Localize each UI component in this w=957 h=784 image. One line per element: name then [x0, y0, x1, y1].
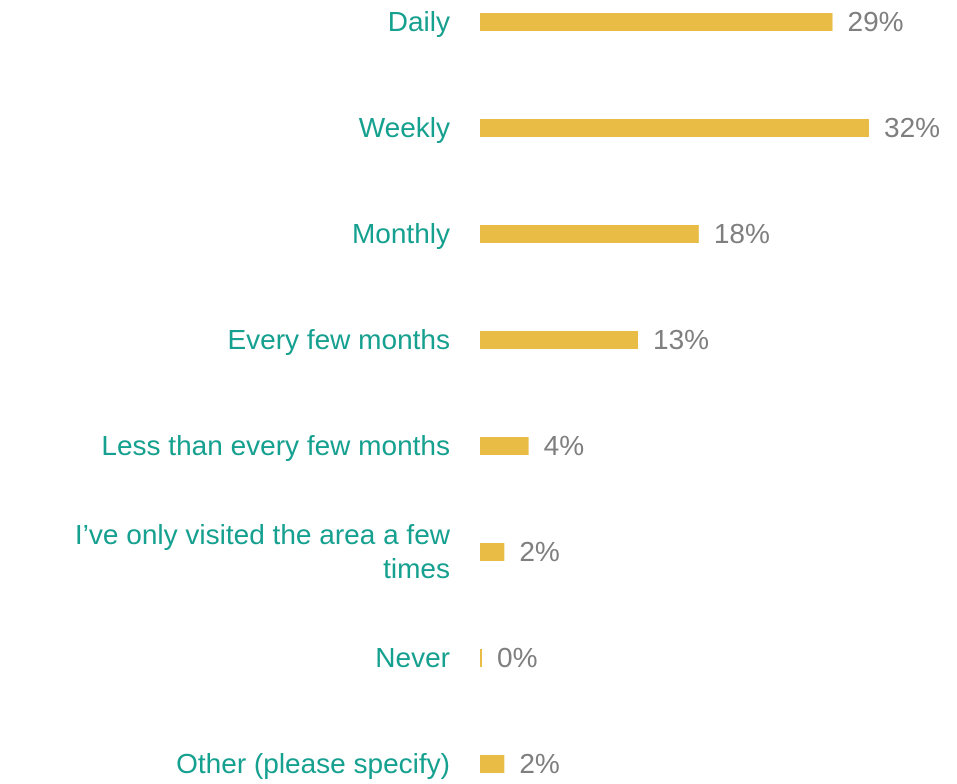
category-label: Every few months [227, 324, 450, 355]
category-label: Never [375, 642, 450, 673]
bar [480, 225, 699, 243]
value-label: 2% [519, 748, 560, 779]
bar [480, 119, 869, 137]
bar [480, 755, 505, 773]
bar [480, 13, 833, 31]
value-label: 18% [713, 218, 770, 249]
value-label: 29% [847, 6, 904, 37]
category-label: Less than every few months [101, 430, 450, 461]
value-label: 32% [884, 112, 941, 143]
value-label: 13% [653, 324, 710, 355]
category-label: Daily [387, 6, 450, 37]
value-label: 0% [497, 642, 538, 673]
value-label: 2% [519, 536, 560, 567]
value-label: 4% [543, 430, 585, 461]
bar [480, 543, 505, 561]
category-label: Monthly [351, 218, 450, 249]
category-label: Other (please specify) [176, 748, 450, 779]
bar [480, 437, 529, 455]
bar [480, 649, 482, 667]
bar [480, 331, 639, 349]
category-label: I’ve only visited the area a few times [74, 519, 450, 584]
category-label: Weekly [358, 112, 450, 143]
